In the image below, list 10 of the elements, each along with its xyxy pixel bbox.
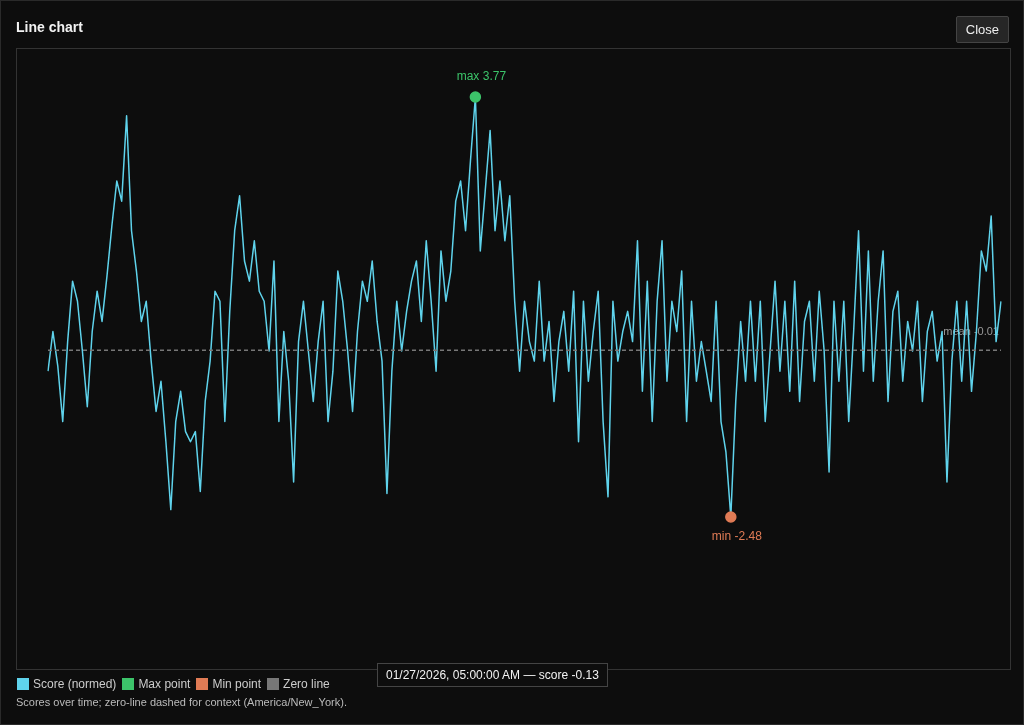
legend-label: Score (normed) xyxy=(32,677,117,691)
legend-label: Max point xyxy=(137,677,191,691)
legend-label: Min point xyxy=(211,677,262,691)
data-label: min -2.48 xyxy=(711,529,763,544)
text: 01/27/2026, 05:00:00 AM — score -0.13 xyxy=(377,663,608,687)
close-button: Close xyxy=(955,16,1009,43)
chart-title: Line chart xyxy=(16,19,83,35)
data-label: max 3.77 xyxy=(456,69,507,84)
text: Scores over time; zero-line dashed for context (America/New_York). xyxy=(16,696,347,708)
legend-label: Zero line xyxy=(282,677,330,691)
